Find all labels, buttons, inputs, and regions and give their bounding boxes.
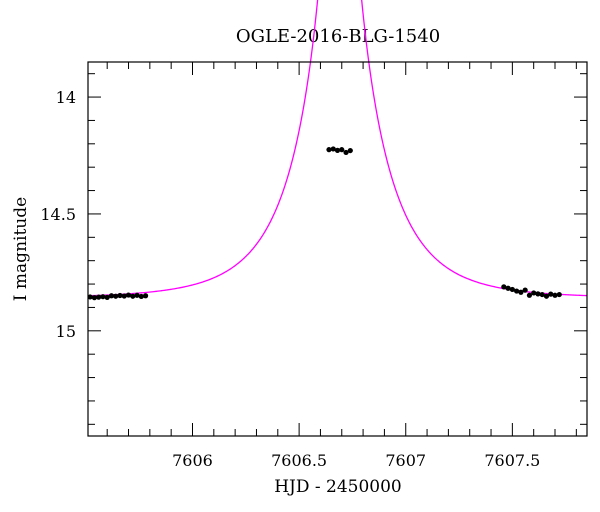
data-point (87, 294, 93, 300)
data-point (556, 291, 562, 298)
x-axis-label: HJD - 2450000 (274, 477, 402, 497)
x-tick-label: 7607.5 (484, 451, 540, 470)
data-point (531, 290, 537, 296)
data-point (543, 293, 550, 299)
data-point (104, 294, 110, 300)
data-point (548, 291, 554, 297)
data-point (518, 289, 524, 295)
plot-frame (87, 61, 588, 437)
data-point (509, 286, 515, 293)
data-point (339, 147, 345, 153)
data-points-layer (87, 146, 562, 301)
data-point (552, 292, 558, 298)
data-point (330, 146, 336, 152)
data-point (108, 293, 115, 299)
data-point (125, 292, 132, 298)
data-point (96, 294, 102, 300)
data-point (343, 149, 349, 156)
data-point (113, 293, 119, 299)
data-point (326, 147, 332, 153)
y-axis-label: I magnitude (11, 197, 31, 301)
data-point (138, 293, 144, 300)
y-tick-label: 14.5 (40, 205, 76, 224)
axis-ticks-layer (88, 62, 587, 436)
data-point (535, 291, 541, 297)
y-tick-label: 14 (56, 88, 76, 107)
data-point (501, 284, 507, 290)
y-tick-label: 15 (56, 322, 76, 341)
y-tick-labels: 14 14.5 15 (40, 88, 76, 341)
x-tick-label: 7606.5 (271, 451, 327, 470)
data-point (121, 293, 127, 299)
data-point (522, 287, 528, 293)
x-tick-label: 7606 (172, 451, 213, 470)
data-point (130, 293, 136, 299)
data-point (142, 293, 149, 299)
data-point (134, 292, 140, 298)
data-point (539, 291, 545, 298)
data-point (117, 292, 123, 299)
data-point (100, 294, 106, 300)
data-point (91, 295, 97, 301)
data-point (505, 285, 511, 291)
x-tick-labels: 7606 7606.5 7607 7607.5 (172, 451, 540, 470)
data-point (347, 147, 353, 154)
data-point (514, 288, 520, 294)
x-tick-label: 7607 (385, 451, 426, 470)
data-point (334, 147, 341, 153)
data-point (526, 292, 533, 298)
chart-title: OGLE-2016-BLG-1540 (236, 26, 440, 47)
